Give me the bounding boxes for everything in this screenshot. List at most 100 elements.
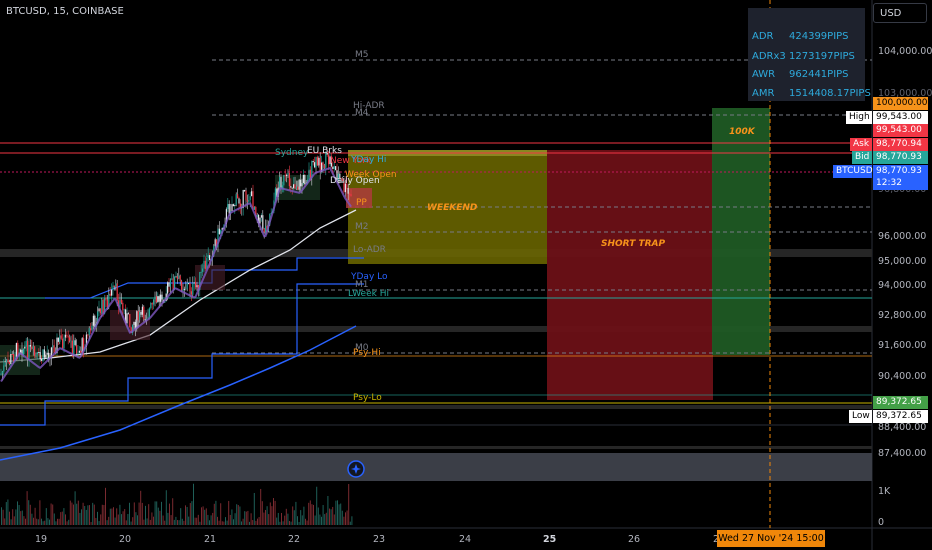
candle-body [349, 193, 351, 195]
candle-body [155, 296, 157, 303]
volume-bar [111, 508, 113, 525]
stats-panel: ADR 424399PIPS ADRx3 1273197PIPS AWR 962441… [748, 8, 871, 101]
volume-bar [172, 498, 174, 525]
volume-bar [193, 483, 194, 525]
volume-bar [92, 502, 94, 525]
volume-bar [204, 509, 206, 525]
volume-bar [26, 491, 28, 525]
candle-body [111, 289, 113, 296]
candle-body [182, 289, 184, 291]
volume-bar [185, 505, 186, 525]
volume-bar [169, 503, 170, 525]
volume-bar [333, 514, 335, 525]
candle-body [253, 207, 255, 210]
volume-bar [101, 504, 103, 525]
candle-body [291, 187, 293, 189]
candle-body [83, 338, 85, 351]
candle-body [316, 157, 318, 166]
blue-step-line-low [0, 283, 364, 426]
chart-title: BTCUSD, 15, COINBASE [6, 6, 124, 17]
session-box-5 [346, 188, 372, 208]
currency-button[interactable]: USD [873, 3, 927, 23]
candle-body [232, 204, 234, 207]
candle-body [87, 334, 89, 336]
volume-bar [58, 518, 60, 525]
volume-bar [97, 511, 98, 525]
candle-body [294, 184, 296, 189]
candle-body [193, 282, 195, 284]
candle-body [263, 228, 265, 233]
candle-body [36, 352, 38, 355]
volume-bar [157, 507, 159, 525]
candle-body [244, 189, 246, 191]
x-tick-label: 2 [713, 534, 719, 545]
y-tick-label: 96,000.00 [878, 231, 927, 242]
volume-bar [1, 507, 2, 525]
m2-label: M2 [355, 222, 369, 232]
volume-bar [23, 516, 25, 525]
volume-bar [42, 521, 44, 525]
symbol-value: 98,770.93 [873, 165, 928, 178]
candle-body [330, 156, 332, 167]
volume-bar [45, 508, 47, 525]
bottom-band [0, 453, 872, 481]
candle-body [337, 173, 339, 181]
candle-body [217, 228, 219, 247]
volume-bar [5, 502, 7, 525]
candle-body [172, 278, 174, 290]
candle-body [134, 321, 136, 330]
candle-body [203, 260, 205, 269]
candle-body [144, 319, 146, 321]
candle-body [109, 293, 111, 296]
volume-bar [178, 520, 180, 525]
candle-body [31, 346, 33, 349]
candle-body [281, 185, 283, 189]
candle-body [207, 255, 209, 259]
volume-bar [137, 515, 138, 525]
volume-bar [260, 488, 262, 525]
candle-body [45, 354, 47, 358]
dark-band-3 [0, 326, 872, 332]
candle-body [322, 162, 324, 166]
sydney-label: Sydney [275, 148, 309, 158]
volume-bar [321, 516, 322, 525]
m0-label: M0 [355, 343, 369, 353]
candle-body [297, 186, 299, 190]
volume-bar [202, 506, 204, 525]
candle-body [139, 311, 141, 321]
volume-bar [249, 521, 250, 525]
candle-body [97, 311, 99, 324]
ask-value: 98,770.94 [873, 138, 928, 151]
volume-bar [66, 521, 68, 525]
candle-body [71, 340, 73, 355]
candle-body [129, 313, 131, 328]
volume-bar [221, 521, 223, 525]
yday-lo-label: YDay Lo [351, 272, 388, 282]
volume-bar [349, 521, 351, 525]
volume-bar [273, 498, 274, 525]
candle-body [290, 186, 292, 188]
volume-bar [9, 511, 10, 525]
volume-bar [98, 521, 100, 525]
volume-bar [85, 509, 87, 525]
short-trap-zone [547, 150, 713, 400]
y-tick-label-partial: 103,000.00 [878, 88, 932, 99]
candle-body [77, 352, 79, 354]
candle-body [238, 198, 240, 204]
volume-bar [191, 501, 193, 525]
volume-bar [61, 511, 63, 525]
candle-body [227, 204, 229, 210]
volume-bar [60, 512, 62, 525]
candle-body [27, 340, 29, 360]
volume-bar [329, 508, 330, 525]
volume-bar [250, 513, 252, 525]
volume-bar [31, 513, 33, 525]
candle-body [50, 347, 52, 358]
volume-bar [186, 506, 188, 525]
candle-body [239, 203, 241, 208]
candle-body [88, 328, 90, 336]
candle-body [125, 309, 127, 324]
week-open-label: Week Open [345, 170, 397, 180]
volume-bar [82, 502, 84, 525]
